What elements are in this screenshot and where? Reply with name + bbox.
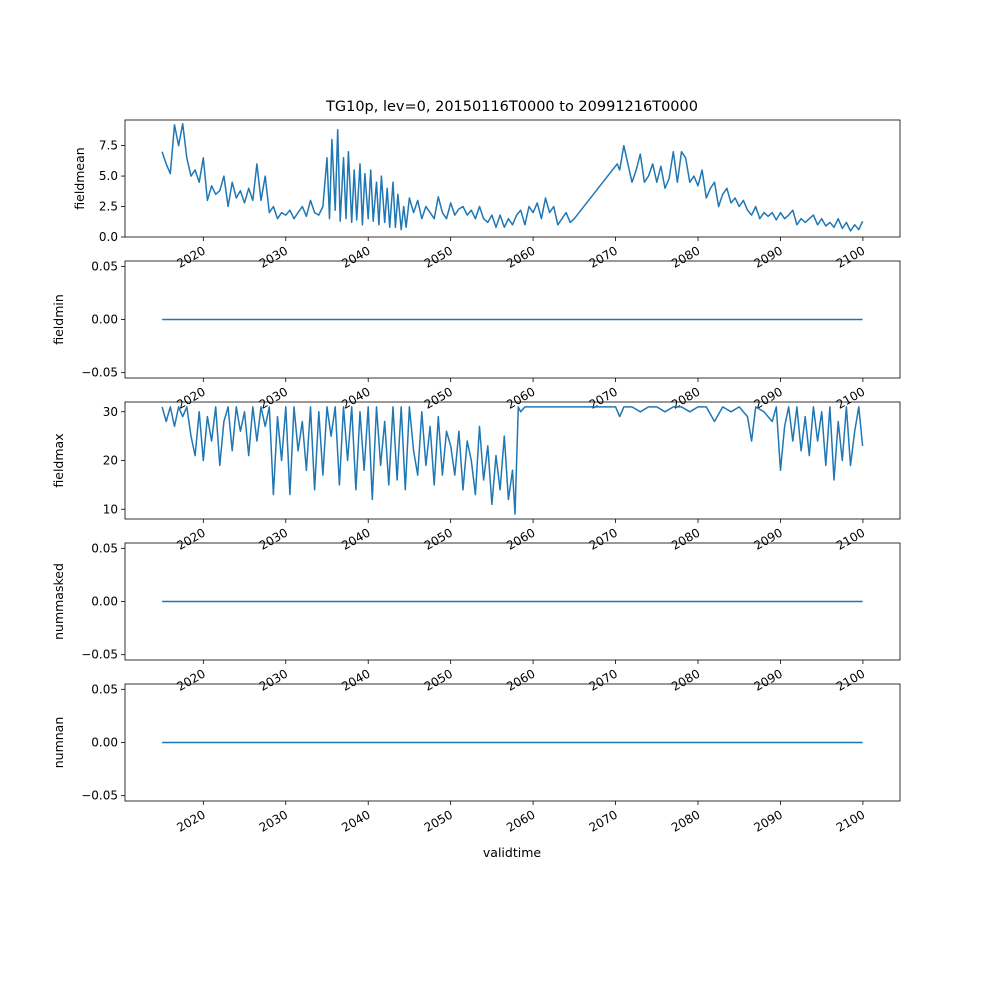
- y-tick-label: 2.5: [99, 200, 118, 214]
- y-axis-label: fieldmax: [51, 433, 66, 487]
- y-tick-label: 0.00: [91, 736, 118, 750]
- y-tick-label: 10: [103, 502, 118, 516]
- series-line-fieldmean: [161, 122, 864, 232]
- y-tick-label: 0.0: [99, 230, 118, 244]
- y-axis-label: nummasked: [51, 563, 66, 640]
- y-tick-label: 0.05: [91, 541, 118, 555]
- y-tick-label: 0.05: [91, 259, 118, 273]
- y-tick-label: 20: [103, 454, 118, 468]
- y-axis-label: numnan: [51, 717, 66, 769]
- y-tick-label: 7.5: [99, 139, 118, 153]
- y-tick-label: −0.05: [81, 366, 118, 380]
- y-tick-label: −0.05: [81, 648, 118, 662]
- y-tick-label: 0.00: [91, 313, 118, 327]
- y-axis-label: fieldmean: [72, 147, 87, 209]
- y-tick-label: 30: [103, 405, 118, 419]
- x-axis-label: validtime: [483, 845, 541, 860]
- y-tick-label: 0.05: [91, 682, 118, 696]
- y-tick-label: 5.0: [99, 169, 118, 183]
- y-tick-label: 0.00: [91, 595, 118, 609]
- y-axis-label: fieldmin: [51, 294, 66, 345]
- y-tick-label: −0.05: [81, 789, 118, 803]
- plot-frame: [124, 119, 901, 238]
- chart-title: TG10p, lev=0, 20150116T0000 to 20991216T…: [325, 99, 698, 115]
- series-line-fieldmax: [161, 406, 864, 515]
